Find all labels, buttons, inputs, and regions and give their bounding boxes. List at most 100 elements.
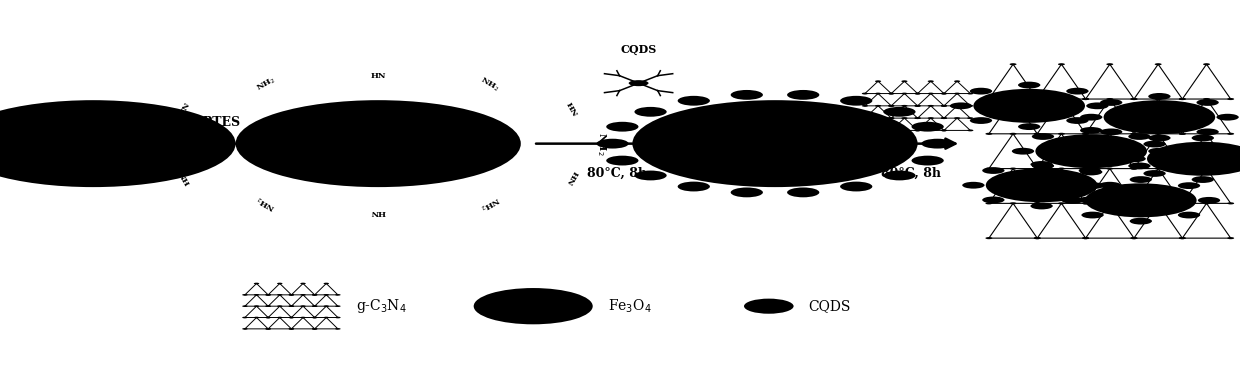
Text: HN: HN: [564, 169, 579, 186]
Circle shape: [265, 294, 270, 296]
Circle shape: [1061, 197, 1084, 204]
Circle shape: [277, 317, 283, 318]
Circle shape: [324, 294, 329, 296]
Circle shape: [1106, 63, 1114, 65]
Circle shape: [289, 305, 294, 307]
Circle shape: [289, 294, 294, 296]
Circle shape: [1179, 202, 1185, 204]
Circle shape: [1080, 114, 1102, 121]
Circle shape: [941, 117, 947, 119]
Circle shape: [335, 305, 341, 307]
Circle shape: [911, 122, 944, 132]
Circle shape: [335, 294, 341, 296]
Circle shape: [312, 294, 317, 296]
Circle shape: [1131, 133, 1137, 135]
Circle shape: [324, 317, 329, 318]
Text: HN: HN: [177, 169, 192, 186]
Circle shape: [1228, 237, 1234, 239]
Text: HN: HN: [371, 71, 386, 80]
Circle shape: [1058, 202, 1065, 204]
Circle shape: [888, 93, 894, 94]
Circle shape: [1228, 133, 1234, 135]
Circle shape: [1106, 133, 1114, 135]
Circle shape: [1034, 133, 1040, 135]
Circle shape: [277, 283, 283, 284]
Circle shape: [986, 98, 992, 100]
Circle shape: [1032, 163, 1054, 169]
Circle shape: [1131, 98, 1137, 100]
Circle shape: [915, 105, 920, 107]
Circle shape: [1148, 148, 1171, 155]
Circle shape: [730, 90, 763, 100]
Circle shape: [254, 294, 259, 296]
Circle shape: [883, 170, 915, 180]
Circle shape: [901, 117, 908, 119]
Circle shape: [1130, 176, 1152, 183]
Circle shape: [862, 105, 868, 107]
Circle shape: [950, 102, 972, 109]
Circle shape: [967, 105, 973, 107]
Circle shape: [1018, 82, 1040, 88]
Circle shape: [1179, 167, 1185, 170]
Circle shape: [1083, 202, 1089, 204]
Circle shape: [1131, 202, 1137, 204]
Circle shape: [1228, 167, 1234, 170]
Circle shape: [1179, 202, 1185, 204]
Text: 80°C, 8h: 80°C, 8h: [587, 166, 647, 179]
Circle shape: [1035, 134, 1147, 168]
Text: APTES: APTES: [193, 116, 241, 129]
Circle shape: [254, 283, 259, 284]
Circle shape: [1030, 203, 1053, 209]
Circle shape: [312, 317, 317, 318]
Circle shape: [1179, 133, 1185, 135]
Circle shape: [1099, 182, 1121, 189]
Circle shape: [1080, 169, 1102, 175]
Circle shape: [635, 170, 667, 180]
Circle shape: [335, 317, 341, 318]
Circle shape: [1198, 197, 1220, 204]
Circle shape: [1154, 63, 1162, 65]
Circle shape: [1018, 123, 1040, 130]
Circle shape: [1083, 167, 1089, 170]
Circle shape: [1131, 167, 1137, 170]
Circle shape: [1079, 197, 1101, 203]
Circle shape: [1034, 202, 1040, 204]
Circle shape: [242, 328, 248, 330]
Circle shape: [254, 317, 259, 318]
Circle shape: [300, 283, 306, 284]
Circle shape: [1106, 202, 1114, 204]
Circle shape: [324, 283, 329, 284]
Circle shape: [265, 305, 270, 307]
Circle shape: [862, 129, 868, 132]
Circle shape: [1179, 98, 1185, 100]
Circle shape: [982, 167, 1004, 174]
Circle shape: [1034, 167, 1040, 170]
Circle shape: [875, 117, 882, 119]
Circle shape: [1081, 212, 1104, 218]
Circle shape: [1012, 148, 1034, 155]
Circle shape: [1179, 167, 1185, 170]
Circle shape: [941, 129, 947, 132]
Circle shape: [1179, 237, 1185, 239]
Circle shape: [941, 117, 947, 119]
Circle shape: [883, 107, 915, 117]
Circle shape: [928, 105, 934, 107]
Circle shape: [875, 93, 882, 94]
Circle shape: [1143, 170, 1166, 177]
Circle shape: [596, 139, 629, 149]
Circle shape: [1009, 202, 1017, 204]
Circle shape: [265, 317, 270, 318]
Circle shape: [242, 317, 248, 318]
Circle shape: [289, 317, 294, 318]
Text: CQDS: CQDS: [620, 44, 657, 55]
Circle shape: [312, 294, 317, 296]
Circle shape: [1179, 237, 1185, 239]
Circle shape: [1083, 237, 1089, 239]
Circle shape: [986, 167, 992, 170]
Circle shape: [1130, 218, 1152, 225]
Circle shape: [954, 105, 960, 107]
Circle shape: [928, 117, 934, 119]
Circle shape: [1083, 98, 1089, 100]
Circle shape: [1081, 182, 1104, 189]
Circle shape: [242, 294, 248, 296]
